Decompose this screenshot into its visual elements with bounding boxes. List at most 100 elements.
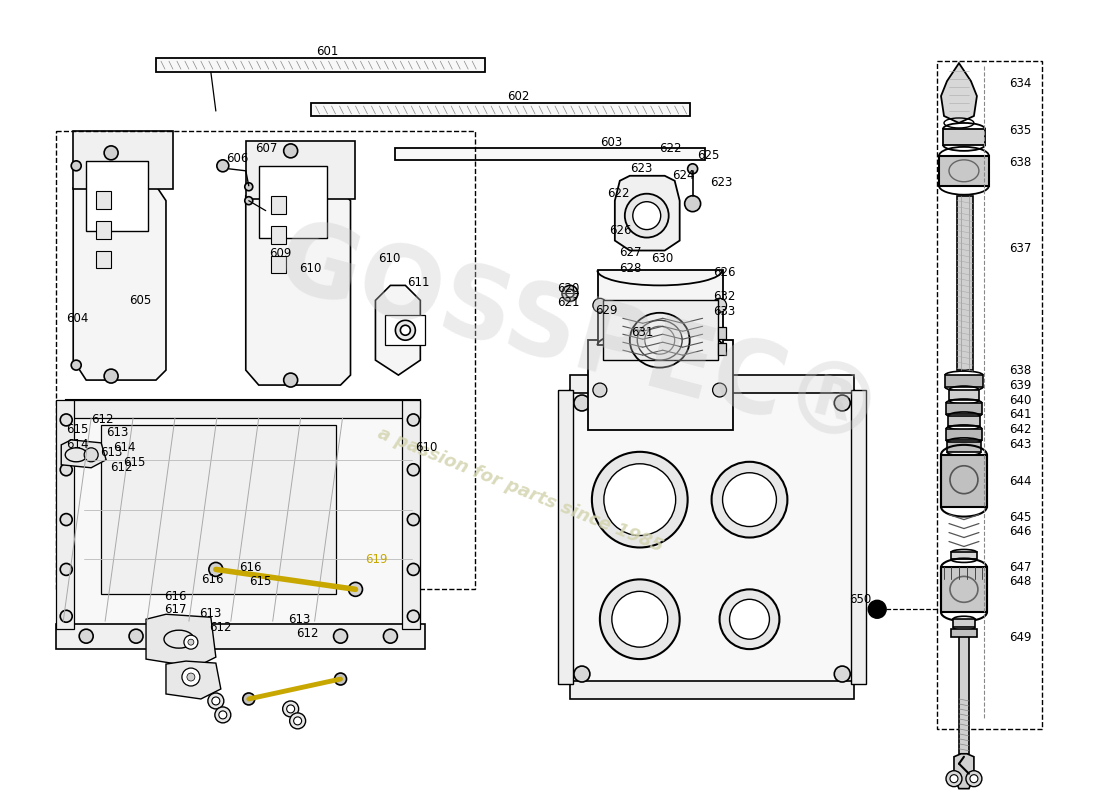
Bar bbox=[395, 148, 705, 160]
Circle shape bbox=[713, 298, 727, 312]
Circle shape bbox=[104, 369, 118, 383]
Text: 603: 603 bbox=[600, 136, 623, 150]
Bar bbox=[598, 270, 723, 345]
Circle shape bbox=[400, 326, 410, 335]
Circle shape bbox=[834, 395, 850, 411]
Bar bbox=[96, 190, 111, 209]
Text: 638: 638 bbox=[1009, 156, 1031, 170]
Text: 615: 615 bbox=[123, 456, 145, 470]
Circle shape bbox=[625, 194, 669, 238]
Circle shape bbox=[384, 630, 397, 643]
Text: 616: 616 bbox=[201, 573, 223, 586]
Text: 614: 614 bbox=[66, 438, 89, 451]
Circle shape bbox=[287, 705, 295, 713]
Bar bbox=[945, 375, 983, 387]
Text: 607: 607 bbox=[255, 142, 277, 155]
Text: 621: 621 bbox=[557, 296, 580, 309]
Circle shape bbox=[60, 464, 73, 476]
Circle shape bbox=[723, 473, 777, 526]
Text: 624: 624 bbox=[672, 170, 694, 182]
Text: 615: 615 bbox=[249, 575, 271, 588]
Bar bbox=[86, 161, 148, 230]
Bar bbox=[570, 681, 855, 699]
Circle shape bbox=[712, 462, 788, 538]
Circle shape bbox=[294, 717, 301, 725]
Circle shape bbox=[333, 630, 348, 643]
Bar bbox=[271, 255, 286, 274]
Bar bbox=[959, 634, 969, 754]
Text: 616: 616 bbox=[239, 561, 262, 574]
Circle shape bbox=[245, 197, 253, 205]
Text: 631: 631 bbox=[630, 326, 653, 338]
Circle shape bbox=[407, 514, 419, 526]
Circle shape bbox=[574, 666, 590, 682]
Text: 601: 601 bbox=[317, 45, 339, 58]
Bar bbox=[953, 619, 975, 627]
Bar bbox=[101, 425, 336, 594]
Text: 650: 650 bbox=[849, 593, 871, 606]
Circle shape bbox=[729, 599, 769, 639]
Circle shape bbox=[283, 701, 298, 717]
Text: 645: 645 bbox=[1009, 511, 1031, 524]
Circle shape bbox=[104, 146, 118, 160]
Circle shape bbox=[245, 182, 253, 190]
Polygon shape bbox=[166, 661, 221, 699]
Polygon shape bbox=[62, 440, 106, 468]
Bar bbox=[385, 315, 426, 345]
Bar bbox=[56, 624, 426, 649]
Text: 637: 637 bbox=[1009, 242, 1031, 255]
Text: 613: 613 bbox=[288, 613, 310, 626]
Bar bbox=[258, 166, 327, 238]
Bar bbox=[310, 103, 690, 116]
Bar bbox=[56, 400, 74, 630]
Bar bbox=[851, 390, 866, 684]
Circle shape bbox=[593, 298, 607, 312]
Text: 616: 616 bbox=[164, 590, 187, 603]
Text: 610: 610 bbox=[378, 252, 400, 265]
Polygon shape bbox=[74, 184, 166, 380]
Circle shape bbox=[209, 562, 223, 576]
Circle shape bbox=[187, 673, 195, 681]
Circle shape bbox=[79, 630, 94, 643]
Text: 612: 612 bbox=[91, 414, 113, 426]
Text: 646: 646 bbox=[1009, 525, 1032, 538]
Bar bbox=[717, 327, 726, 339]
Circle shape bbox=[946, 770, 962, 786]
Bar bbox=[940, 455, 987, 506]
Text: 648: 648 bbox=[1009, 575, 1031, 588]
Text: 612: 612 bbox=[209, 621, 231, 634]
Circle shape bbox=[834, 666, 850, 682]
Circle shape bbox=[407, 414, 419, 426]
Bar bbox=[603, 300, 717, 360]
Circle shape bbox=[868, 600, 887, 618]
Text: 622: 622 bbox=[607, 187, 629, 200]
Text: 604: 604 bbox=[66, 312, 89, 325]
Bar bbox=[943, 129, 984, 145]
Bar bbox=[947, 442, 981, 452]
Bar bbox=[96, 221, 111, 238]
Bar bbox=[66, 400, 420, 630]
Circle shape bbox=[966, 770, 982, 786]
Circle shape bbox=[60, 414, 73, 426]
Polygon shape bbox=[245, 189, 351, 385]
Circle shape bbox=[179, 630, 192, 643]
Text: 620: 620 bbox=[557, 282, 580, 295]
Circle shape bbox=[612, 591, 668, 647]
Circle shape bbox=[219, 711, 227, 719]
Circle shape bbox=[592, 452, 688, 547]
Circle shape bbox=[129, 630, 143, 643]
Circle shape bbox=[243, 693, 255, 705]
Circle shape bbox=[182, 668, 200, 686]
Text: 627: 627 bbox=[619, 246, 641, 259]
Text: 615: 615 bbox=[66, 423, 89, 436]
Text: 619: 619 bbox=[365, 553, 388, 566]
Circle shape bbox=[212, 697, 220, 705]
Circle shape bbox=[684, 196, 701, 212]
Text: GOSSPEC®: GOSSPEC® bbox=[267, 213, 893, 467]
Circle shape bbox=[574, 395, 590, 411]
Bar bbox=[271, 196, 286, 214]
Text: 625: 625 bbox=[696, 150, 719, 162]
Polygon shape bbox=[375, 286, 420, 375]
Text: 610: 610 bbox=[298, 262, 321, 275]
Text: 634: 634 bbox=[1009, 77, 1031, 90]
